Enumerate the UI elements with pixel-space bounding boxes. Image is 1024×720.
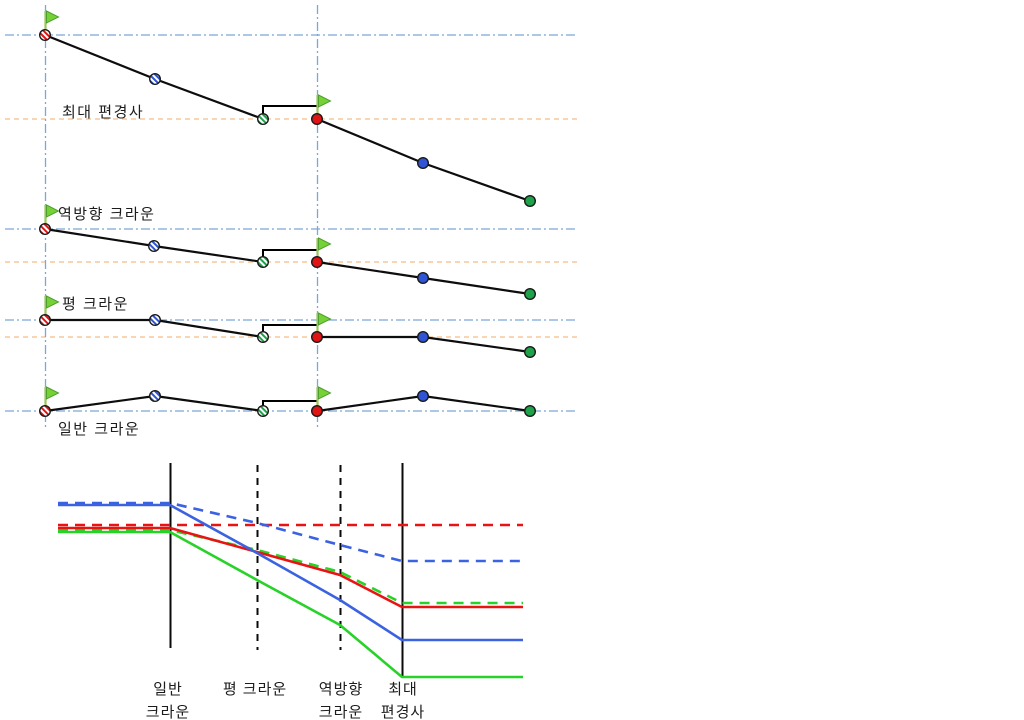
marker-red-solid (311, 405, 324, 418)
marker-blue-hatched (148, 314, 161, 327)
marker-green-hatched (257, 405, 270, 418)
step-bracket-normal-crown (262, 400, 319, 411)
flag-icon (46, 10, 60, 24)
flag-icon (46, 386, 60, 400)
marker-green-hatched (257, 256, 270, 269)
marker-blue-solid (417, 156, 430, 169)
marker-green-hatched (257, 112, 270, 125)
step-bracket-reverse-crown (262, 249, 319, 262)
flag-icon (46, 295, 60, 309)
step-bracket-max-superelevation (262, 105, 319, 119)
station-label-line2: 크라운 (145, 703, 191, 720)
flag-icon (46, 204, 60, 218)
marker-blue-solid (417, 272, 430, 285)
station-label-line2: 크라운 (318, 703, 364, 720)
flag-icon (318, 94, 332, 108)
flag-icon (318, 312, 332, 326)
label-max-superelevation: 최대 편경사 (62, 104, 145, 121)
series-red-solid (58, 526, 523, 609)
flag-icon (318, 386, 332, 400)
step-bracket-flat-crown (262, 324, 319, 337)
series-blue-dashed (58, 501, 523, 563)
marker-red-solid (311, 256, 324, 269)
marker-red-hatched (39, 29, 52, 42)
marker-blue-hatched (148, 390, 161, 403)
marker-blue-hatched (147, 239, 160, 252)
station-label-line1: 역방향 (318, 681, 364, 698)
series-green-dashed (58, 528, 523, 605)
flag-icon (318, 237, 332, 251)
marker-red-solid (311, 112, 324, 125)
station-label-line1: 일반 (153, 681, 183, 698)
station-label-reverse-crown: 역방향 크라운 (319, 679, 363, 720)
label-reverse-crown: 역방향 크라운 (58, 206, 156, 223)
marker-green-solid (524, 194, 537, 207)
marker-blue-solid (417, 331, 430, 344)
marker-green-solid (524, 346, 537, 359)
station-label-normal-crown: 일반 크라운 (146, 679, 190, 720)
marker-red-hatched (39, 314, 52, 327)
station-label-line1: 평 크라운 (222, 681, 288, 698)
station-label-max-superelevation: 최대 편경사 (381, 679, 425, 720)
marker-blue-hatched (148, 72, 161, 85)
label-normal-crown: 일반 크라운 (58, 421, 141, 438)
marker-green-hatched (257, 331, 270, 344)
marker-blue-solid (417, 390, 430, 403)
station-label-line1: 최대 (388, 681, 418, 698)
station-label-line2: 편경사 (380, 703, 426, 720)
series-blue-solid (58, 503, 523, 642)
series-green-solid (58, 530, 523, 679)
marker-green-solid (524, 288, 537, 301)
label-flat-crown: 평 크라운 (62, 296, 129, 313)
marker-red-solid (311, 331, 324, 344)
marker-green-solid (524, 405, 537, 418)
marker-red-hatched (39, 222, 52, 235)
station-label-flat-crown: 평 크라운 (223, 679, 287, 702)
marker-red-hatched (39, 405, 52, 418)
